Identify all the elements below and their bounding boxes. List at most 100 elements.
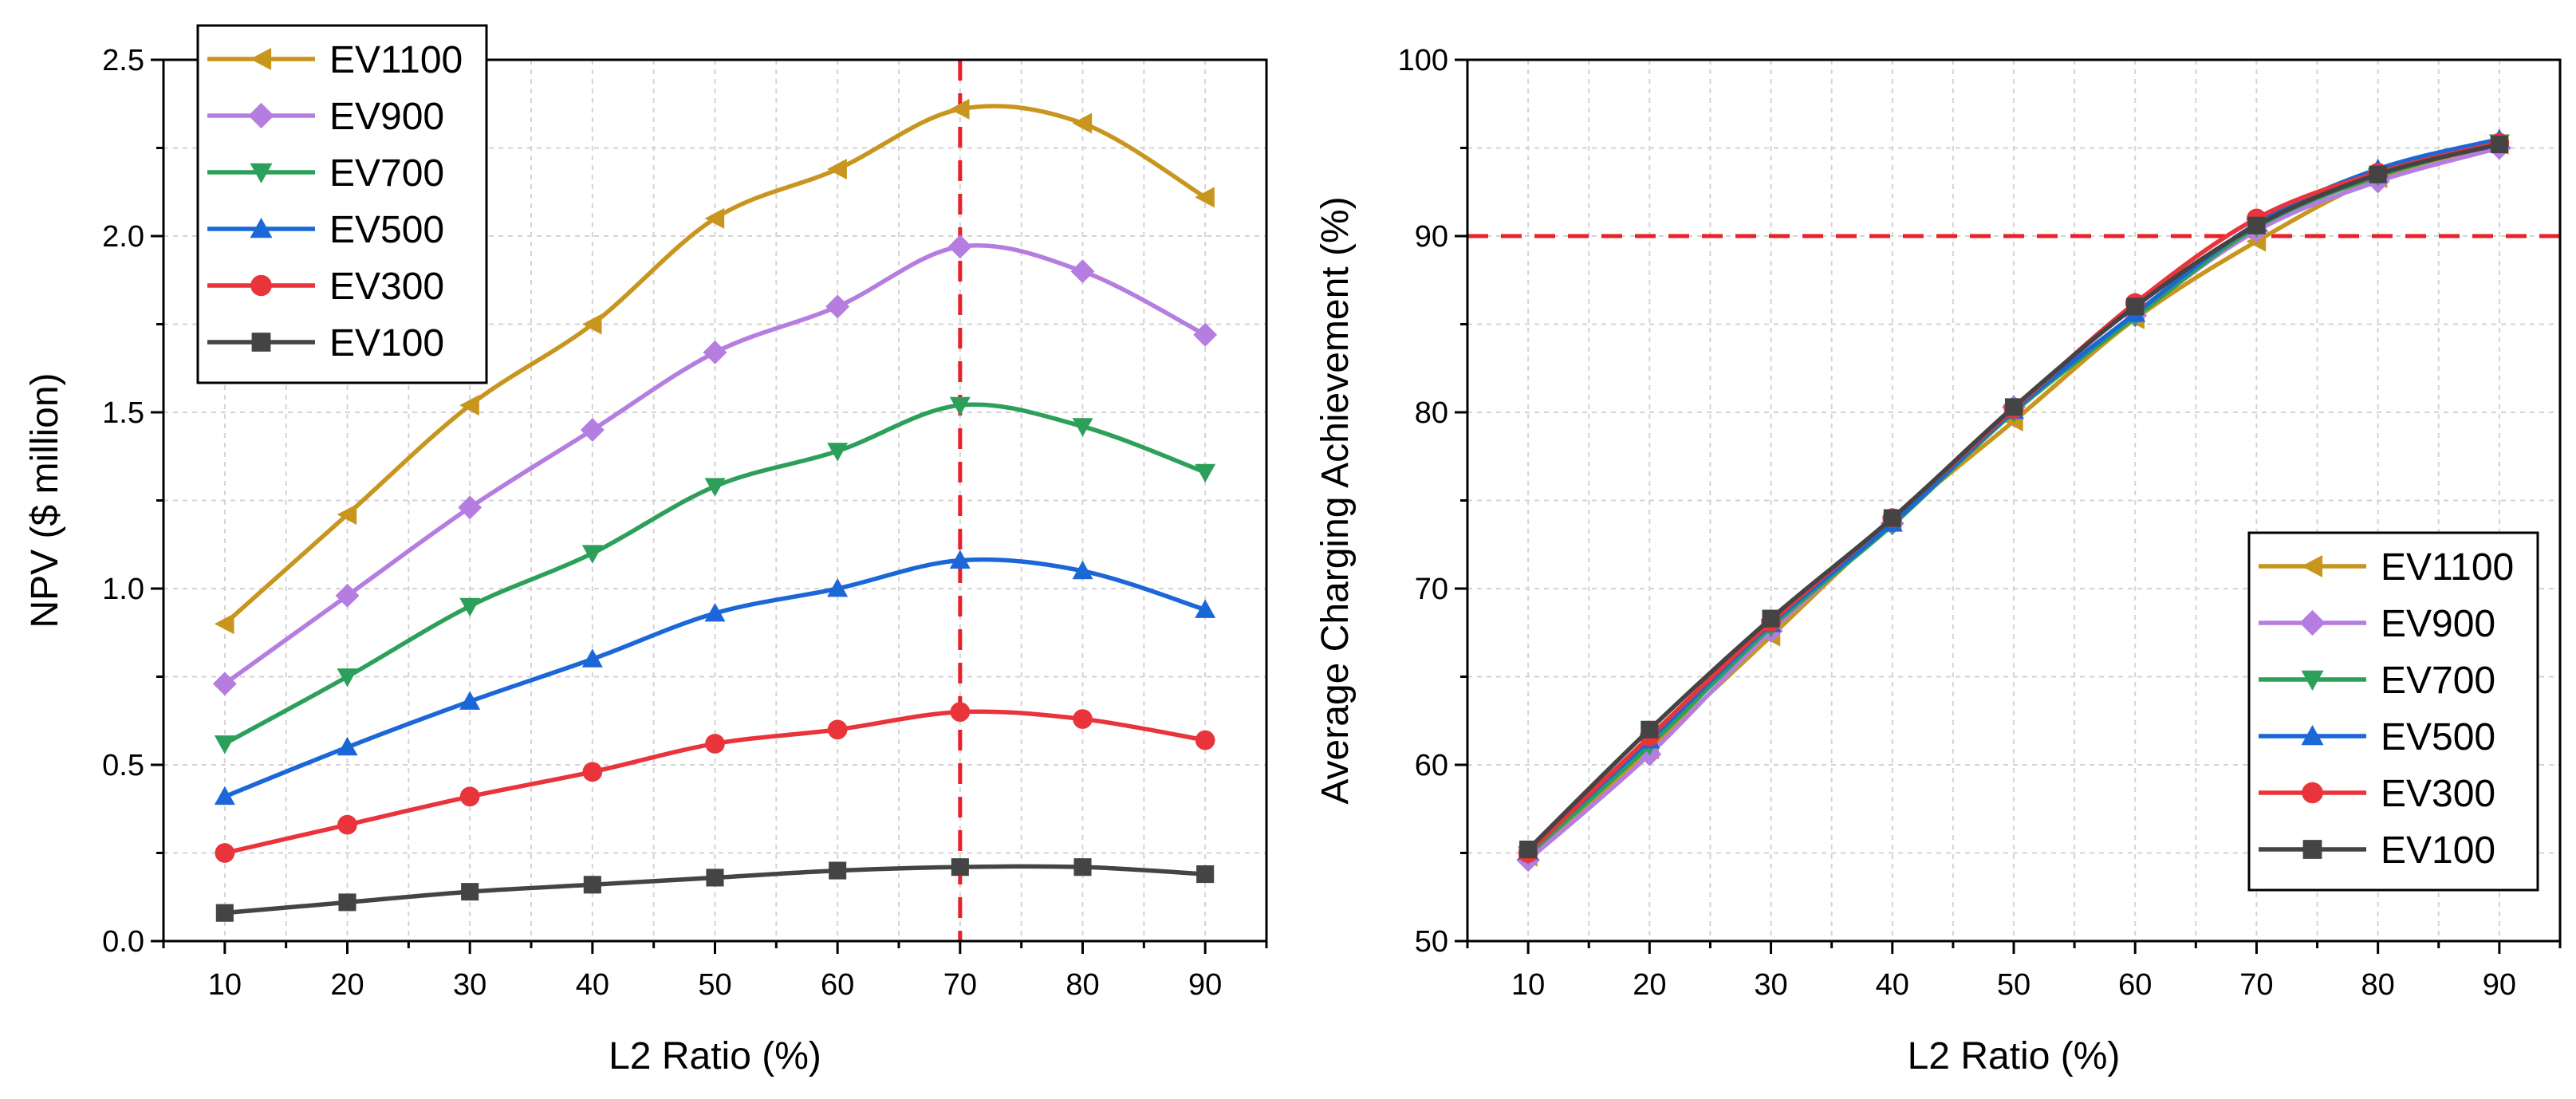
y-tick-label: 0.0 <box>102 925 144 959</box>
data-point-ev1100 <box>459 395 479 416</box>
y-tick-label: 100 <box>1398 44 1448 77</box>
x-tick-label: 80 <box>1065 968 1099 1002</box>
series-ev500 <box>214 550 1216 806</box>
charging-achievement-chart: 10 20 30 40 50 60 70 80 90 50 60 70 80 90 100 L2 Ratio … <box>1314 44 2562 1077</box>
x-axis-title: L2 Ratio (%) <box>1908 1035 2121 1077</box>
data-point-ev100 <box>829 861 847 880</box>
data-point-ev500 <box>214 786 235 806</box>
data-point-ev100 <box>461 883 479 901</box>
data-point-ev100 <box>338 893 356 912</box>
x-tick-label: 60 <box>2118 968 2152 1002</box>
legend-marker-ev1100 <box>2301 555 2323 577</box>
y-tick-label: 1.0 <box>102 573 144 606</box>
y-tick-label: 90 <box>1415 220 1448 254</box>
y-tick-label: 80 <box>1415 396 1448 430</box>
data-point-ev100 <box>2490 136 2508 154</box>
y-tick-label: 50 <box>1415 925 1448 959</box>
x-tick-label: 50 <box>698 968 731 1002</box>
data-point-ev1100 <box>337 504 357 526</box>
legend-marker-ev500 <box>2301 725 2324 746</box>
data-point-ev700 <box>459 597 481 617</box>
data-point-ev100 <box>1641 720 1659 739</box>
data-point-ev500 <box>337 736 358 756</box>
axes: 10 20 30 40 50 60 70 80 90 50 60 70 80 90 100 <box>1398 44 2562 1002</box>
data-point-ev500 <box>949 550 971 569</box>
data-point-ev500 <box>581 648 603 668</box>
data-point-ev300 <box>1073 709 1093 729</box>
y-tick-label: 0.5 <box>102 749 144 782</box>
data-point-ev1100 <box>214 613 234 635</box>
x-tick-label: 70 <box>2239 968 2273 1002</box>
series-line-ev100 <box>1526 142 2500 852</box>
data-point-ev300 <box>1195 730 1215 750</box>
data-point-ev1100 <box>704 207 725 229</box>
data-point-ev500 <box>827 578 849 597</box>
series-ev300 <box>215 702 1215 863</box>
data-point-ev900 <box>458 495 483 520</box>
legend-marker-ev700 <box>250 163 273 183</box>
y-axis-title: NPV ($ million) <box>24 372 66 628</box>
data-point-ev300 <box>705 734 725 754</box>
series-ev100 <box>215 858 1215 922</box>
data-point-ev100 <box>1883 509 1901 527</box>
legend-label-ev300: EV300 <box>329 266 444 308</box>
data-point-ev300 <box>337 814 357 835</box>
x-tick-label: 10 <box>208 968 242 1002</box>
series-ev900 <box>212 234 1218 696</box>
legend-box <box>2247 531 2539 892</box>
data-point-ev100 <box>706 869 724 887</box>
data-point-ev100 <box>583 876 601 894</box>
data-point-ev900 <box>947 234 972 259</box>
data-point-ev100 <box>2369 165 2387 183</box>
legend-marker-ev700 <box>2301 670 2324 691</box>
x-tick-label: 90 <box>1188 968 1222 1002</box>
y-tick-label: 1.5 <box>102 396 144 430</box>
x-tick-label: 30 <box>453 968 486 1002</box>
data-point-ev100 <box>2126 297 2145 316</box>
data-point-ev100 <box>2004 398 2023 416</box>
x-tick-label: 20 <box>1633 968 1666 1002</box>
legend-label-ev700: EV700 <box>2381 660 2495 702</box>
x-tick-label: 90 <box>2483 968 2516 1002</box>
legend-label-ev700: EV700 <box>329 152 444 195</box>
data-point-ev300 <box>459 786 480 807</box>
legend-marker-ev300 <box>2302 782 2323 804</box>
legend-label-ev500: EV500 <box>329 209 444 251</box>
legend-label-ev900: EV900 <box>2381 603 2495 645</box>
grid <box>1467 60 2560 941</box>
series-ev700 <box>214 396 1216 754</box>
legend-marker-ev900 <box>248 102 274 129</box>
legend-marker-ev500 <box>250 218 273 238</box>
data-point-ev1100 <box>1072 112 1093 134</box>
legend-label-ev100: EV100 <box>2381 829 2495 872</box>
data-point-ev100 <box>1762 609 1780 628</box>
legend-label-ev1100: EV1100 <box>2381 546 2514 589</box>
x-tick-label: 60 <box>821 968 854 1002</box>
x-tick-label: 50 <box>1997 968 2030 1002</box>
data-point-ev300 <box>582 762 603 782</box>
data-point-ev700 <box>704 478 726 497</box>
data-point-ev1100 <box>581 313 602 335</box>
series-ev1100 <box>214 98 1215 635</box>
data-point-ev300 <box>950 702 971 723</box>
x-tick-label: 10 <box>1511 968 1545 1002</box>
y-axis-title: Average Charging Achievement (%) <box>1314 196 1357 804</box>
data-point-ev900 <box>1193 322 1218 347</box>
x-tick-label: 40 <box>576 968 609 1002</box>
y-tick-label: 2.5 <box>102 44 144 77</box>
legend-marker-ev100 <box>2302 840 2322 859</box>
data-point-ev300 <box>827 719 848 740</box>
x-tick-label: 30 <box>1754 968 1787 1002</box>
x-tick-label: 20 <box>330 968 364 1002</box>
legend-label-ev100: EV100 <box>329 322 444 364</box>
data-point-ev1100 <box>949 98 970 120</box>
data-point-ev100 <box>1519 841 1538 859</box>
y-tick-label: 2.0 <box>102 220 144 254</box>
legend: EV1100 EV900 EV700 EV500 EV300 EV100 <box>2247 531 2539 892</box>
data-point-ev900 <box>825 294 850 319</box>
data-point-ev500 <box>1072 560 1093 580</box>
legend-marker-ev100 <box>251 333 271 352</box>
legend: EV1100 EV900 EV700 EV500 EV300 EV100 <box>196 24 488 384</box>
y-tick-label: 60 <box>1415 749 1448 782</box>
data-point-ev100 <box>1196 865 1215 884</box>
